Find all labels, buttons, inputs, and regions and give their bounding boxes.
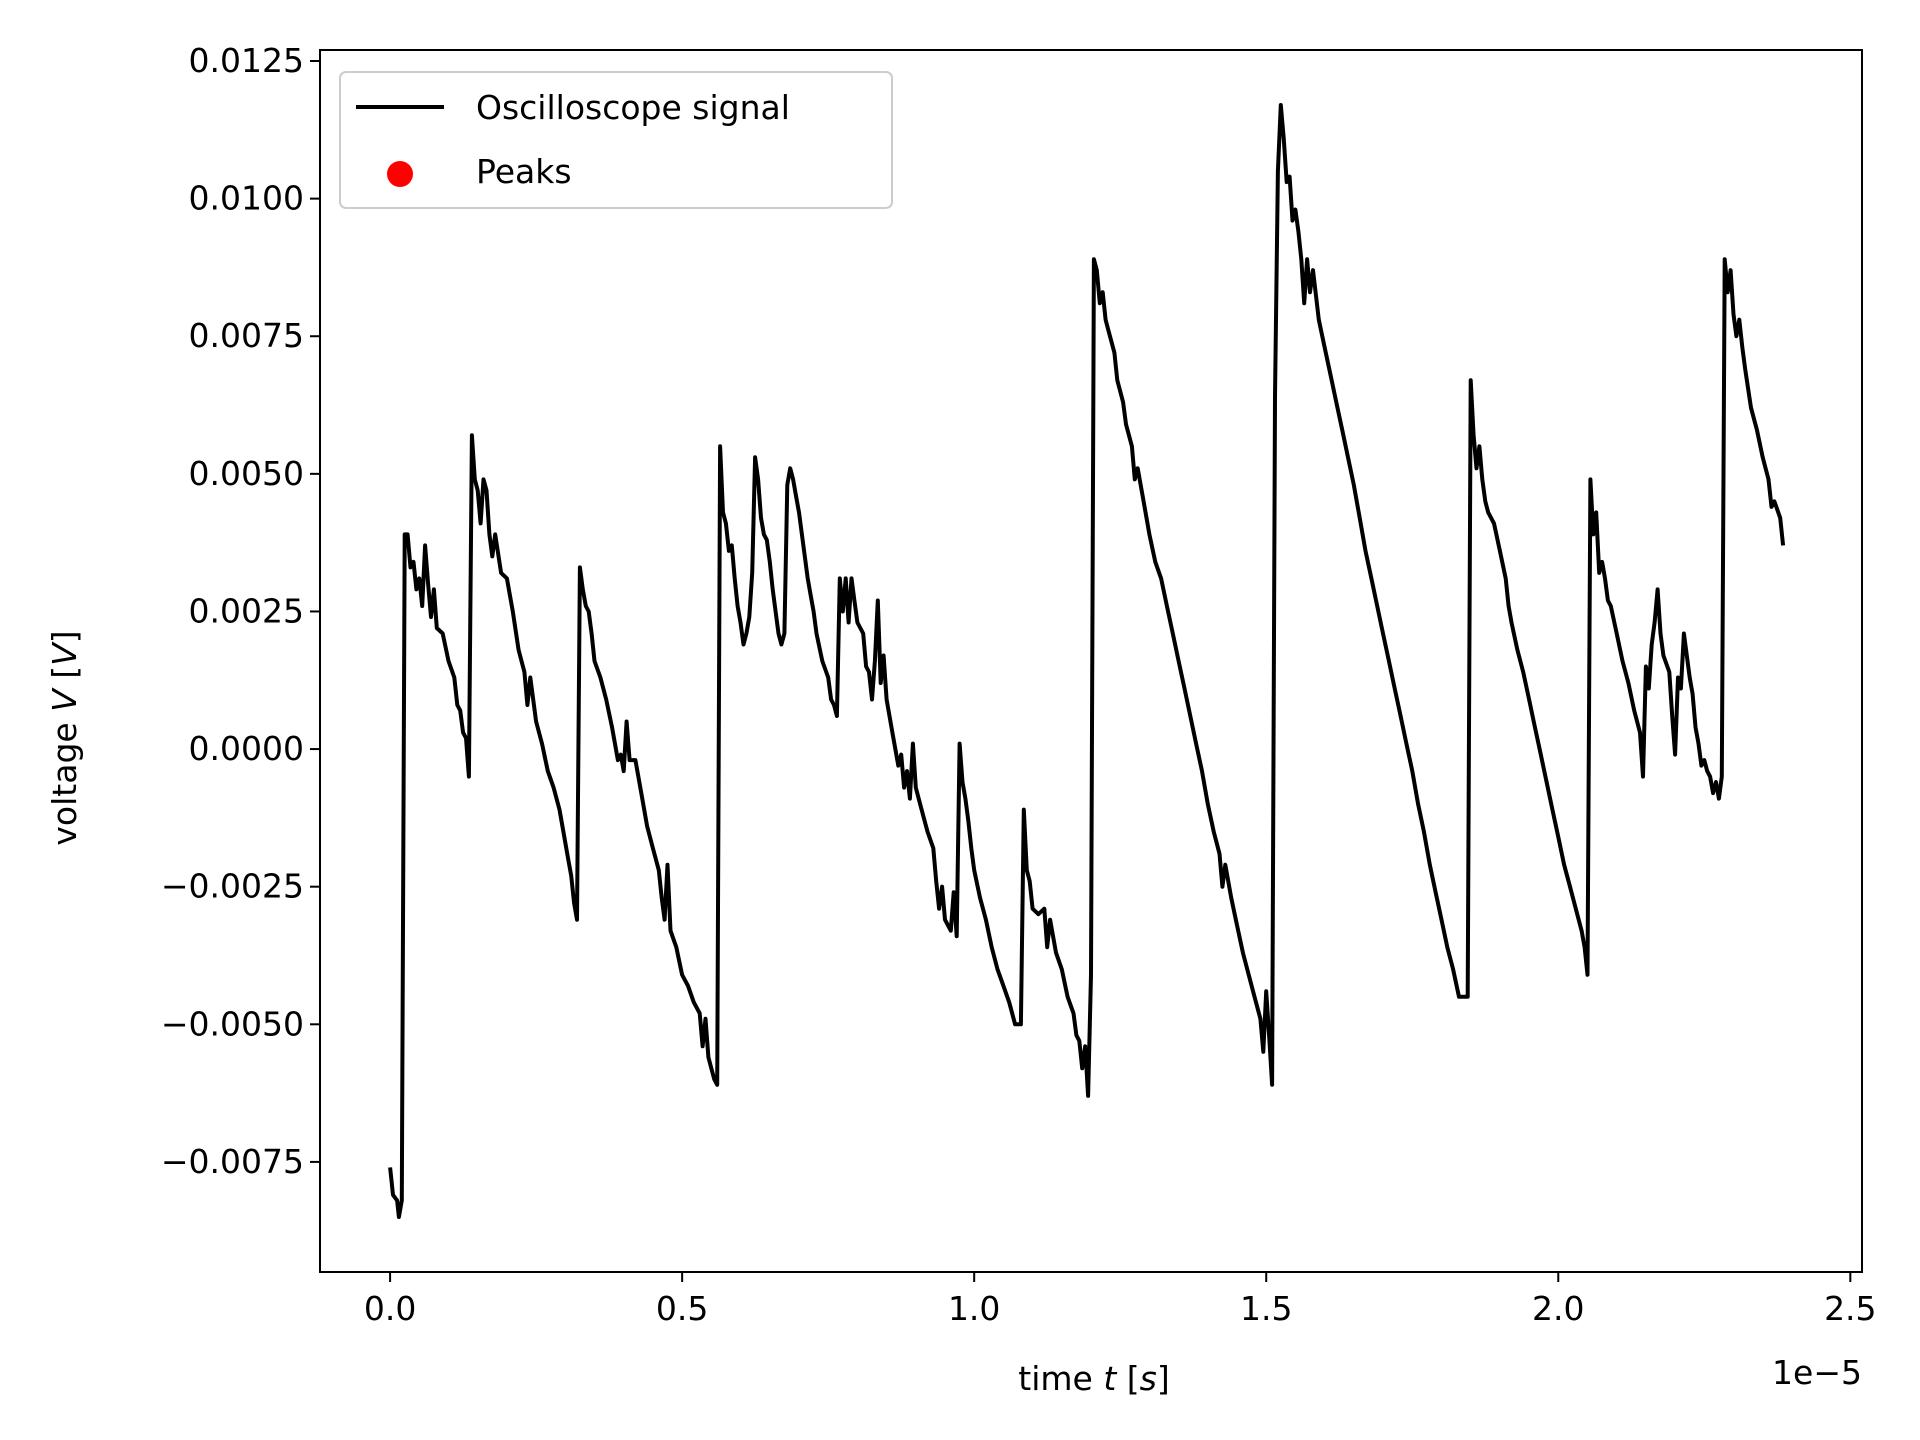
x-tick-label: 2.5 <box>1824 1289 1876 1328</box>
plot-area <box>388 103 1786 1219</box>
y-tick-label: 0.0050 <box>189 454 304 493</box>
x-tick-label: 2.0 <box>1532 1289 1584 1328</box>
y-tick-label: −0.0050 <box>161 1004 304 1043</box>
legend-label-peaks: Peaks <box>476 152 572 191</box>
legend-label-signal: Oscilloscope signal <box>476 88 790 127</box>
x-tick-label: 1.5 <box>1240 1289 1292 1328</box>
y-tick-label: 0.0025 <box>189 591 304 630</box>
y-tick-label: 0.0075 <box>189 316 304 355</box>
y-tick-label: −0.0075 <box>161 1142 304 1181</box>
y-axis-ticks: −0.0075 −0.0050 −0.0025 0.0000 0.0025 0.0050 0… <box>161 41 320 1181</box>
y-tick-label: 0.0100 <box>189 179 304 218</box>
x-tick-label: 1.0 <box>948 1289 1000 1328</box>
x-axis-offset-text: 1e−5 <box>1772 1353 1862 1392</box>
axes-frame <box>319 49 1863 1273</box>
x-tick-label: 0.5 <box>656 1289 708 1328</box>
legend: Oscilloscope signal Peaks <box>339 71 893 209</box>
x-tick-label: 0.0 <box>364 1289 416 1328</box>
x-axis-label: time t [s] <box>1018 1359 1169 1398</box>
y-tick-label: 0.0125 <box>189 41 304 80</box>
series-line-oscilloscope-signal <box>388 103 1786 1219</box>
x-axis-ticks: 0.0 0.5 1.0 1.5 2.0 2.5 <box>364 1272 1877 1328</box>
legend-dot-swatch <box>387 161 413 187</box>
y-axis-label: voltage V [V] <box>45 630 84 845</box>
y-tick-label: 0.0000 <box>189 729 304 768</box>
legend-box <box>339 71 893 209</box>
y-tick-label: −0.0025 <box>161 867 304 906</box>
